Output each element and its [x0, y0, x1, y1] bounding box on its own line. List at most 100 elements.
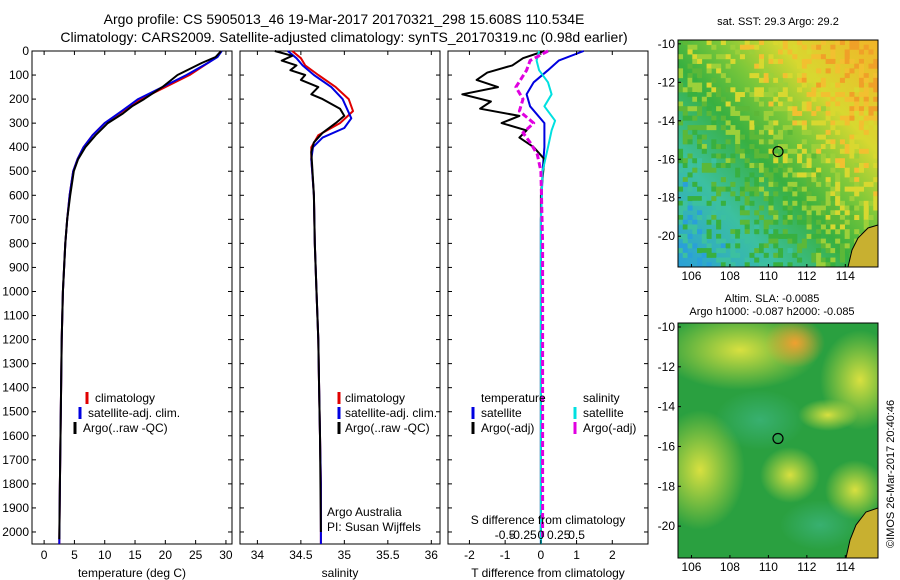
sst-pixel: [830, 248, 836, 254]
sst-pixel: [835, 238, 841, 244]
sst-pixel: [830, 82, 836, 88]
sst-pixel: [868, 115, 874, 121]
sst-pixel: [830, 158, 836, 164]
sst-pixel: [754, 92, 760, 98]
sst-pixel: [830, 120, 836, 126]
sst-pixel: [720, 115, 726, 121]
sst-pixel: [844, 144, 850, 150]
sst-pixel: [758, 243, 765, 249]
sst-pixel: [854, 153, 860, 159]
legend-label-satellite: satellite-adj. clim.: [345, 406, 437, 420]
sst-pixel: [763, 229, 769, 235]
difference-legend: temperature salinity satellite Argo(-adj…: [471, 391, 636, 435]
sst-pixel: [701, 125, 707, 131]
sst-pixel: [797, 186, 803, 192]
sst-pixel: [744, 148, 750, 154]
sst-pixel: [830, 257, 836, 263]
sst-pixel: [801, 200, 807, 206]
sst-pixel: [692, 229, 698, 235]
sst-pixel: [782, 101, 788, 107]
sst-pixel: [687, 77, 693, 83]
sst-pixel: [844, 210, 850, 216]
sst-pixel: [873, 115, 878, 121]
sst-map-coastline: [847, 224, 878, 267]
sst-pixel: [778, 233, 784, 239]
sst-pixel: [858, 68, 865, 74]
sst-pixel: [735, 106, 741, 112]
sst-pixel: [716, 106, 722, 112]
sst-pixel: [706, 233, 712, 239]
sst-pixel: [692, 77, 698, 83]
sst-pixel: [687, 92, 693, 98]
sst-pixel: [797, 110, 803, 116]
sst-pixel: [749, 144, 755, 150]
sst-pixel: [692, 82, 698, 88]
sst-pixel: [782, 214, 788, 221]
sst-pixel: [801, 106, 807, 112]
sst-pixel: [782, 205, 788, 211]
sst-pixel: [849, 205, 855, 211]
sst-pixel: [754, 248, 760, 254]
sst-pixel: [711, 125, 717, 131]
sst-pixel: [758, 186, 765, 192]
sst-pixel: [787, 129, 793, 135]
sst-pixel: [820, 77, 826, 83]
sst-pixel: [873, 82, 878, 88]
sst-pixel: [839, 58, 845, 64]
sst-pixel: [830, 167, 836, 173]
sst-pixel: [768, 129, 774, 135]
sst-pixel: [801, 238, 807, 244]
sst-map-panel: sat. SST: 29.3 Argo: 29.2 106 108 110 112 11…: [658, 16, 879, 283]
sst-pixel: [692, 87, 698, 93]
sst-pixel: [844, 148, 850, 154]
map-x-tick-label: 114: [836, 269, 855, 283]
sst-pixel: [711, 219, 717, 225]
sst-pixel: [678, 158, 684, 164]
sst-pixel: [706, 63, 712, 69]
sst-pixel: [854, 186, 860, 192]
sst-pixel: [873, 205, 878, 211]
sst-pixel: [754, 153, 760, 159]
sst-pixel: [806, 210, 812, 216]
sst-pixel: [863, 214, 869, 221]
sst-pixel: [868, 200, 874, 206]
sst-pixel: [758, 40, 765, 46]
sst-pixel: [825, 92, 831, 98]
sst-pixel: [711, 186, 717, 192]
sst-pixel: [863, 200, 869, 206]
y-tick-label: 100: [9, 68, 29, 82]
sst-pixel: [758, 153, 765, 159]
map-y-tick-label: -18: [658, 191, 676, 205]
sst-pixel: [787, 73, 793, 79]
sst-pixel: [782, 49, 788, 55]
sst-pixel: [678, 243, 684, 249]
sst-pixel: [806, 177, 812, 183]
sst-pixel: [763, 167, 769, 173]
sst-pixel: [682, 177, 688, 183]
sst-pixel: [854, 101, 860, 107]
map-y-tick-label: -14: [658, 400, 676, 414]
sst-pixel: [797, 73, 803, 79]
sst-pixel: [797, 87, 803, 93]
sst-pixel: [825, 262, 831, 267]
sst-pixel: [873, 77, 878, 83]
sst-map-title: sat. SST: 29.3 Argo: 29.2: [717, 16, 839, 28]
sst-pixel: [816, 44, 822, 50]
sst-pixel: [773, 181, 779, 187]
sst-pixel: [768, 205, 774, 211]
sst-pixel: [735, 172, 741, 178]
sst-pixel: [735, 243, 741, 249]
sla-map-field: [678, 323, 878, 558]
sst-pixel: [863, 115, 869, 121]
y-tick-label: 900: [9, 260, 29, 274]
sst-pixel: [792, 191, 798, 197]
sst-pixel: [811, 205, 817, 211]
sst-pixel: [849, 186, 855, 192]
x-tick-label: 2: [609, 548, 616, 562]
sst-pixel: [787, 101, 793, 107]
sst-pixel: [835, 200, 841, 206]
sst-pixel: [711, 63, 717, 69]
sst-pixel: [682, 205, 688, 211]
sst-pixel: [820, 153, 826, 159]
sst-pixel: [682, 110, 688, 116]
